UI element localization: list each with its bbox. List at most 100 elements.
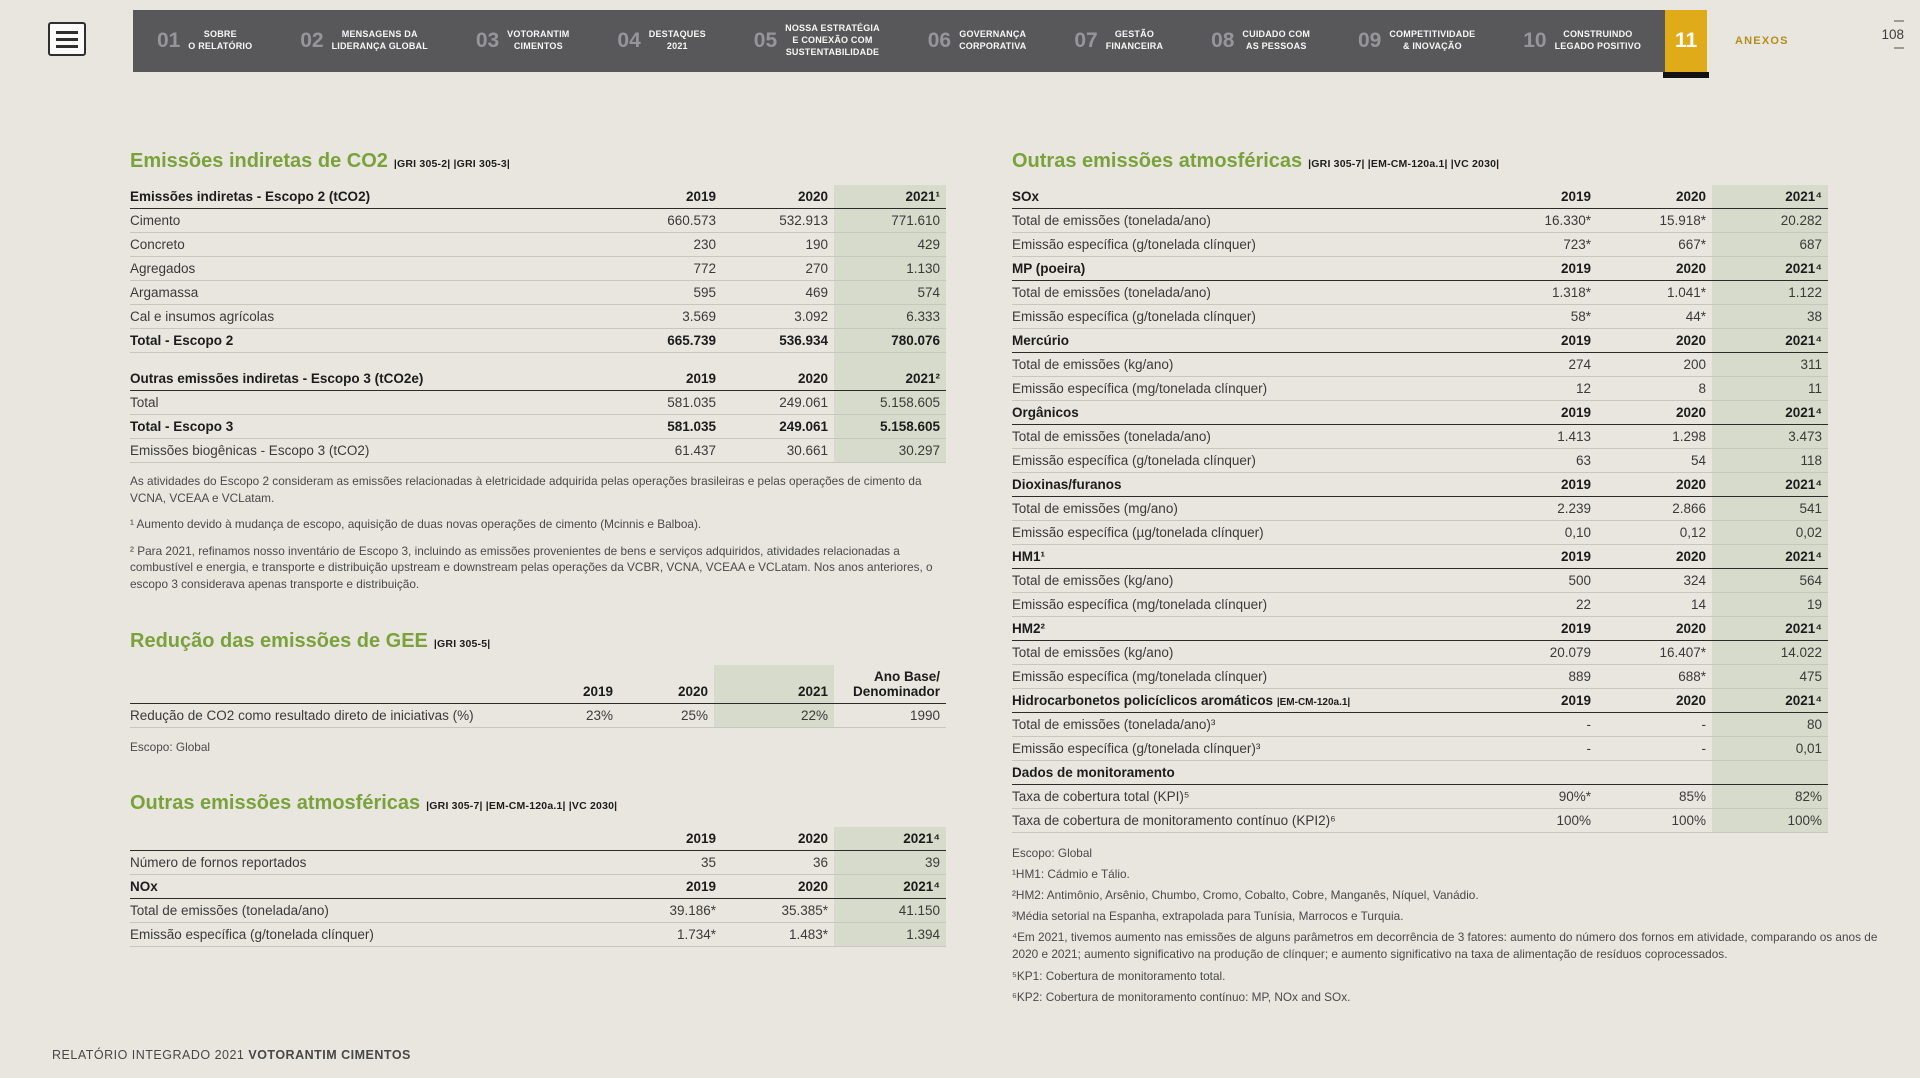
row-value-cell: 22% (714, 703, 834, 729)
footnote: ⁶KP2: Cobertura de monitoramento contínu… (1012, 989, 1351, 1004)
header-year-cell: 2019 (1482, 472, 1597, 497)
nav-item-label: CONSTRUINDO LEGADO POSITIVO (1554, 29, 1642, 51)
nav-item-01[interactable]: 01 SOBRE O RELATÓRIO (133, 10, 276, 72)
table-row: Emissões biogênicas - Escopo 3 (tCO2) 61.… (130, 438, 946, 463)
header-year-cell: 2021⁴ (1712, 256, 1828, 281)
page-number-block: 108 (1881, 20, 1904, 49)
nav-item-label: MENSAGENS DA LIDERANÇA GLOBAL (331, 29, 428, 51)
header-year-cell: 2019 (1482, 688, 1597, 713)
nav-item-11[interactable]: 11 (1663, 10, 1710, 78)
section-title-text: Redução das emissões de GEE (130, 630, 428, 653)
header-year-cell: 2019 (610, 185, 722, 209)
co2-indirect-table: Emissões indiretas - Escopo 2 (tCO2) 2019… (130, 185, 946, 463)
header-label-cell (130, 665, 524, 705)
header-year-cell: 2021⁴ (1712, 472, 1828, 497)
header-year-cell: 2021⁴ (1712, 616, 1828, 641)
header-year-cell: 2020 (1597, 400, 1712, 425)
row-value-cell: 249.061 (722, 414, 834, 439)
row-label-cell: Emissões biogênicas - Escopo 3 (tCO2) (130, 438, 610, 463)
nav-item-10[interactable]: 10 CONSTRUINDO LEGADO POSITIVO (1499, 10, 1665, 72)
header-label-cell: NOx (130, 874, 610, 900)
row-label-cell: Emissão específica (µg/tonelada clínquer… (1012, 520, 1482, 545)
row-value-cell: 536.934 (722, 328, 834, 353)
footer-report-name: RELATÓRIO INTEGRADO 2021 (52, 1048, 249, 1062)
row-label-cell: Total de emissões (kg/ano) (1012, 640, 1482, 665)
section-title-gee: Redução das emissões de GEE |GRI 305-5| (130, 630, 946, 653)
footnote-2: ² Para 2021, refinamos nosso inventário … (130, 543, 933, 591)
row-label-cell: Número de fornos reportados (130, 850, 610, 876)
row-value-cell: 118 (1712, 448, 1828, 473)
data-table: Emissões indiretas - Escopo 2 (tCO2) 2019… (130, 185, 946, 463)
row-value-cell: 772 (610, 256, 722, 281)
nav-item-05[interactable]: 05 NOSSA ESTRATÉGIA E CONEXÃO COM SUSTENTAB… (730, 10, 904, 72)
header-label-cell (130, 827, 610, 852)
row-value-cell: 0,01 (1712, 736, 1828, 761)
table-row: Taxa de cobertura de monitoramento contí… (1012, 808, 1828, 833)
row-value-cell: 36 (722, 850, 834, 876)
nav-item-03[interactable]: 03 VOTORANTIM CIMENTOS (452, 10, 594, 72)
row-value-cell: 190 (722, 232, 834, 257)
table-row: Emissão específica (mg/tonelada clínquer… (1012, 592, 1828, 617)
header-year-cell: 2019 (610, 827, 722, 852)
table-row: Total - Escopo 3 581.035 249.061 5.158.605 (130, 414, 946, 439)
header-year-cell: 2020 (1597, 688, 1712, 713)
nav-item-number: 10 (1523, 29, 1547, 52)
header-year-cell: 2020 (1597, 544, 1712, 569)
data-table: SOx 2019 2020 2021⁴ Total de emissões (tonel… (1012, 185, 1828, 833)
header-year-cell: 2021¹ (834, 185, 946, 209)
nav-item-06[interactable]: 06 GOVERNANÇA CORPORATIVA (904, 10, 1051, 72)
nav-item-07[interactable]: 07 GESTÃO FINANCEIRA (1050, 10, 1187, 72)
gri-tags: |GRI 305-2| |GRI 305-3| (393, 158, 511, 170)
row-value-cell: 6.333 (834, 304, 946, 329)
header-year-cell: 2019 (1482, 400, 1597, 425)
row-value-cell: 2.866 (1597, 496, 1712, 521)
gri-tags: |GRI 305-7| |EM-CM-120a.1| |VC 2030| (1308, 158, 1500, 170)
nav-item-anexos[interactable]: ANEXOS (1735, 35, 1789, 47)
row-value-cell: 0,10 (1482, 520, 1597, 545)
row-value-cell: 38 (1712, 304, 1828, 329)
row-value-cell: - (1482, 712, 1597, 737)
row-value-cell: 3.473 (1712, 424, 1828, 449)
nav-item-08[interactable]: 08 CUIDADO COM AS PESSOAS (1187, 10, 1334, 72)
row-value-cell: 429 (834, 232, 946, 257)
header-year-cell: 2019 (610, 874, 722, 900)
row-value-cell: 41.150 (834, 898, 946, 924)
row-value-cell: 15.918* (1597, 208, 1712, 233)
footnote: Escopo: Global (1012, 846, 1093, 860)
row-label-cell: Cal e insumos agrícolas (130, 304, 610, 329)
data-table: 2019 2020 2021⁴ Número de fornos reportados… (130, 827, 946, 948)
row-label-cell: Total de emissões (tonelada/ano) (1012, 424, 1482, 449)
row-value-cell: 324 (1597, 568, 1712, 593)
row-value-cell: 58* (1482, 304, 1597, 329)
gee-reduction-table: 2019 2020 2021 Ano Base/ Denominador Redução… (130, 665, 946, 729)
row-value-cell: 665.739 (610, 328, 722, 353)
header-year-cell: 2020 (722, 827, 834, 852)
table-row: Cal e insumos agrícolas 3.569 3.092 6.333 (130, 304, 946, 329)
row-value-cell: 39 (834, 850, 946, 876)
hamburger-menu-icon[interactable] (48, 22, 86, 56)
gri-tags: |GRI 305-7| |EM-CM-120a.1| |VC 2030| (426, 800, 618, 813)
nav-item-02[interactable]: 02 MENSAGENS DA LIDERANÇA GLOBAL (276, 10, 452, 72)
nav-item-number: 06 (927, 29, 952, 52)
row-value-cell: 249.061 (722, 390, 834, 415)
row-value-cell: - (1597, 712, 1712, 737)
nav-item-label: COMPETITIVIDADE & INOVAÇÃO (1389, 29, 1476, 51)
row-value-cell: 85% (1597, 784, 1712, 809)
nav-item-number: 08 (1211, 29, 1235, 52)
header-label-cell: MP (poeira) (1012, 256, 1482, 281)
nav-item-09[interactable]: 09 COMPETITIVIDADE & INOVAÇÃO (1334, 10, 1499, 72)
nav-item-label: SOBRE O RELATÓRIO (188, 29, 253, 51)
row-value-cell: 771.610 (834, 208, 946, 233)
header-year-cell (1482, 760, 1597, 785)
table-row: Total de emissões (tonelada/ano) 39.186* 3… (130, 898, 946, 924)
table-row: Total de emissões (kg/ano) 274 200 311 (1012, 352, 1828, 377)
table-header-row: Hidrocarbonetos policíclicos aromáticos … (1012, 688, 1828, 713)
row-label-cell: Emissão específica (g/tonelada clínquer) (1012, 448, 1482, 473)
footnote: ¹HM1: Cádmio e Tálio. (1012, 867, 1130, 882)
report-footer: RELATÓRIO INTEGRADO 2021 VOTORANTIM CIME… (52, 1048, 411, 1062)
nav-item-04[interactable]: 04 DESTAQUES 2021 (593, 10, 729, 72)
row-label-cell: Total - Escopo 2 (130, 328, 610, 353)
row-value-cell: 80 (1712, 712, 1828, 737)
section-title-other-emissions-right: Outras emissões atmosféricas |GRI 305-7| … (1012, 150, 1878, 173)
page-number-dash-top (1894, 20, 1904, 22)
